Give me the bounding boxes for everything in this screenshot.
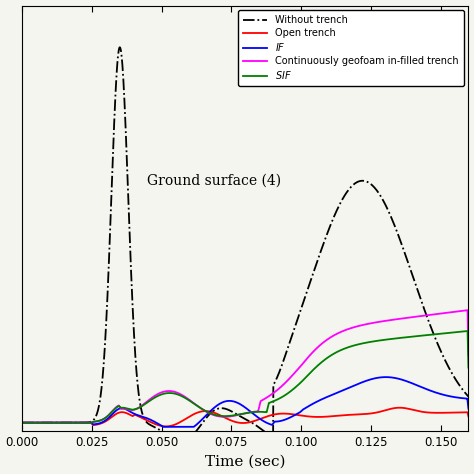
Text: Ground surface (4): Ground surface (4) [147, 173, 281, 187]
Legend: Without trench, Open trench, $\it{IF}$, Continuously geofoam in-filled trench, $: Without trench, Open trench, $\it{IF}$, … [238, 10, 464, 86]
X-axis label: Time (sec): Time (sec) [205, 455, 285, 468]
